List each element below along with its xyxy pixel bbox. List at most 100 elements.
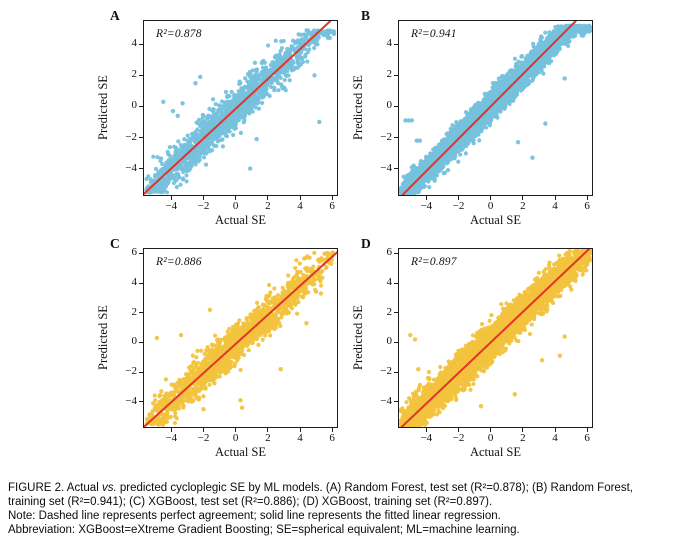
x-axis-tick-mark bbox=[425, 196, 427, 200]
y-tick-label: −4 bbox=[125, 161, 137, 174]
x-tick-label: 4 bbox=[297, 200, 303, 212]
plot-area-d: R²=0.897 bbox=[398, 248, 593, 428]
r-squared-annotation: R²=0.878 bbox=[156, 28, 202, 40]
y-axis-tick-mark bbox=[394, 312, 398, 314]
r-squared-annotation: R²=0.897 bbox=[411, 256, 457, 268]
panel-letter-a: A bbox=[110, 8, 120, 23]
x-tick-label: 0 bbox=[487, 432, 494, 444]
x-tick-label: 2 bbox=[265, 200, 271, 212]
x-tick-label: −4 bbox=[165, 200, 178, 212]
y-tick-label: 6 bbox=[131, 246, 138, 259]
scatter-points-canvas-c bbox=[144, 249, 337, 427]
y-axis-tick-mark bbox=[139, 312, 143, 314]
y-axis-tick-mark bbox=[139, 282, 143, 284]
y-axis-tick-mark bbox=[139, 168, 143, 170]
y-axis-title: Predicted SE bbox=[351, 305, 365, 371]
y-axis-tick-mark bbox=[394, 105, 398, 107]
x-axis-title: Actual SE bbox=[214, 213, 267, 227]
y-tick-label: −4 bbox=[125, 394, 137, 407]
x-tick-label: −4 bbox=[420, 200, 433, 212]
y-tick-label: 4 bbox=[131, 37, 138, 50]
x-axis-tick-mark bbox=[235, 196, 237, 200]
y-axis-tick-mark bbox=[394, 168, 398, 170]
y-axis-tick-mark bbox=[139, 137, 143, 139]
x-axis-tick-mark bbox=[203, 428, 204, 432]
x-tick-label: −2 bbox=[197, 200, 210, 212]
x-axis-tick-mark bbox=[170, 196, 172, 200]
y-axis-tick-mark bbox=[139, 341, 143, 343]
y-axis-tick-mark bbox=[139, 105, 143, 107]
y-axis-tick-mark bbox=[139, 252, 143, 254]
y-tick-label: 4 bbox=[386, 276, 393, 289]
y-tick-label: −4 bbox=[380, 161, 392, 174]
y-axis-tick-mark bbox=[139, 371, 143, 373]
x-axis-tick-mark bbox=[522, 196, 524, 200]
x-axis-tick-mark bbox=[554, 196, 556, 200]
y-axis-tick-mark bbox=[394, 401, 398, 403]
x-axis-tick-mark bbox=[170, 428, 172, 432]
x-axis-tick-mark bbox=[425, 428, 427, 432]
x-tick-label: 2 bbox=[265, 432, 271, 444]
x-axis-tick-mark bbox=[586, 428, 588, 432]
y-axis-tick-mark bbox=[394, 43, 398, 45]
x-tick-label: 2 bbox=[520, 200, 526, 212]
scatter-points-canvas-d bbox=[399, 249, 592, 427]
y-tick-label: −2 bbox=[380, 365, 392, 378]
x-axis-tick-mark bbox=[267, 196, 269, 200]
y-tick-label: 4 bbox=[386, 37, 393, 50]
x-tick-label: 4 bbox=[297, 432, 303, 444]
y-tick-label: 6 bbox=[386, 246, 393, 259]
figure-caption-block: FIGURE 2. Actual vs. predicted cyclopleg… bbox=[8, 481, 668, 537]
x-axis-tick-mark bbox=[490, 196, 492, 200]
y-tick-label: 0 bbox=[131, 99, 138, 112]
x-tick-label: 0 bbox=[487, 200, 494, 212]
y-tick-label: 2 bbox=[386, 305, 393, 318]
caption-vs-italic: vs. bbox=[101, 482, 117, 494]
x-tick-label: −2 bbox=[197, 432, 210, 444]
y-axis-tick-mark bbox=[394, 341, 398, 343]
plot-area-a: R²=0.878 bbox=[143, 20, 338, 196]
x-tick-label: 6 bbox=[329, 432, 335, 444]
x-axis-tick-mark bbox=[554, 428, 556, 432]
x-tick-label: 4 bbox=[552, 200, 558, 212]
y-axis-tick-mark bbox=[139, 401, 143, 403]
panel-letter-c: C bbox=[110, 236, 120, 251]
scatter-points-canvas-a bbox=[144, 21, 337, 195]
y-tick-label: 4 bbox=[131, 276, 138, 289]
x-tick-label: 6 bbox=[329, 200, 335, 212]
r-squared-annotation: R²=0.941 bbox=[411, 28, 457, 40]
y-axis-tick-mark bbox=[394, 282, 398, 284]
caption-abbreviation: Abbreviation: XGBoost=eXtreme Gradient B… bbox=[8, 524, 520, 536]
x-tick-label: 4 bbox=[552, 432, 558, 444]
x-axis-title: Actual SE bbox=[469, 213, 522, 227]
x-tick-label: −2 bbox=[452, 200, 465, 212]
y-axis-tick-mark bbox=[394, 137, 398, 139]
r-squared-annotation: R²=0.886 bbox=[156, 256, 202, 268]
y-tick-label: 2 bbox=[131, 305, 138, 318]
y-tick-label: −2 bbox=[380, 130, 392, 143]
caption-text-body: predicted cycloplegic SE by ML models. (… bbox=[8, 482, 633, 508]
x-axis-tick-mark bbox=[458, 196, 459, 200]
y-axis-tick-mark bbox=[394, 252, 398, 254]
y-tick-label: 0 bbox=[386, 335, 393, 348]
plot-area-b: R²=0.941 bbox=[398, 20, 593, 196]
plot-area-c: R²=0.886 bbox=[143, 248, 338, 428]
y-tick-label: 0 bbox=[386, 99, 393, 112]
x-axis-tick-mark bbox=[331, 428, 333, 432]
x-axis-tick-mark bbox=[586, 196, 588, 200]
x-tick-label: −4 bbox=[165, 432, 178, 444]
x-axis-title: Actual SE bbox=[469, 445, 522, 459]
x-axis-tick-mark bbox=[458, 428, 459, 432]
y-tick-label: −2 bbox=[125, 130, 137, 143]
x-tick-label: 0 bbox=[232, 200, 239, 212]
x-axis-title: Actual SE bbox=[214, 445, 267, 459]
y-axis-tick-mark bbox=[394, 74, 398, 76]
panel-letter-d: D bbox=[361, 236, 371, 251]
x-tick-label: 6 bbox=[584, 432, 590, 444]
x-tick-label: −4 bbox=[420, 432, 433, 444]
y-tick-label: −2 bbox=[125, 365, 137, 378]
